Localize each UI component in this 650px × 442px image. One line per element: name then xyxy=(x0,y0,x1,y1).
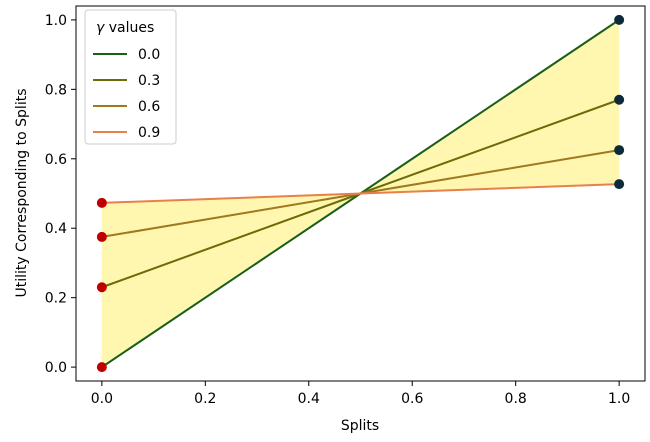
marker-left-0.9 xyxy=(96,197,107,208)
marker-right-0.6 xyxy=(614,145,625,156)
x-axis-label: Splits xyxy=(341,418,379,434)
marker-left-0.6 xyxy=(96,231,107,242)
legend-label-0.0: 0.0 xyxy=(138,47,160,63)
legend: γ values 0.0 0.3 0.6 0.9 xyxy=(84,9,177,145)
legend-label-0.6: 0.6 xyxy=(138,99,160,115)
legend-title-text: values xyxy=(104,20,154,36)
x-axis: 0.0 0.2 0.4 0.6 0.8 1.0 xyxy=(91,381,630,407)
x-tick-label: 0.8 xyxy=(505,391,527,407)
y-tick-label: 1.0 xyxy=(45,13,67,29)
y-tick-label: 0.8 xyxy=(45,82,67,98)
legend-title: γ values xyxy=(96,20,154,36)
x-tick-label: 0.0 xyxy=(91,391,113,407)
y-tick-label: 0.6 xyxy=(45,152,67,168)
legend-label-0.3: 0.3 xyxy=(138,73,160,89)
legend-entries: 0.0 0.3 0.6 0.9 xyxy=(93,47,160,141)
marker-right-0.3 xyxy=(614,94,625,105)
marker-left-0.3 xyxy=(96,282,107,293)
marker-right-0.0 xyxy=(614,14,625,25)
y-tick-label: 0.2 xyxy=(45,291,67,307)
x-tick-label: 0.2 xyxy=(194,391,216,407)
x-tick-label: 1.0 xyxy=(608,391,630,407)
legend-title-symbol: γ xyxy=(96,20,105,36)
y-axis: 0.0 0.2 0.4 0.6 0.8 1.0 xyxy=(45,13,76,376)
x-tick-label: 0.6 xyxy=(401,391,423,407)
series-line-0.9 xyxy=(101,183,620,204)
markers-layer xyxy=(96,14,625,373)
marker-left-0.0 xyxy=(96,362,107,373)
plot-frame xyxy=(75,5,646,382)
legend-label-0.9: 0.9 xyxy=(138,125,160,141)
legend-box xyxy=(84,9,177,145)
y-tick-label: 0.0 xyxy=(45,360,67,376)
x-tick-label: 0.4 xyxy=(298,391,320,407)
marker-right-0.9 xyxy=(614,179,625,190)
lines-layer xyxy=(101,19,620,368)
y-axis-label: Utility Corresponding to Splits xyxy=(14,89,30,298)
y-tick-label: 0.4 xyxy=(45,221,67,237)
